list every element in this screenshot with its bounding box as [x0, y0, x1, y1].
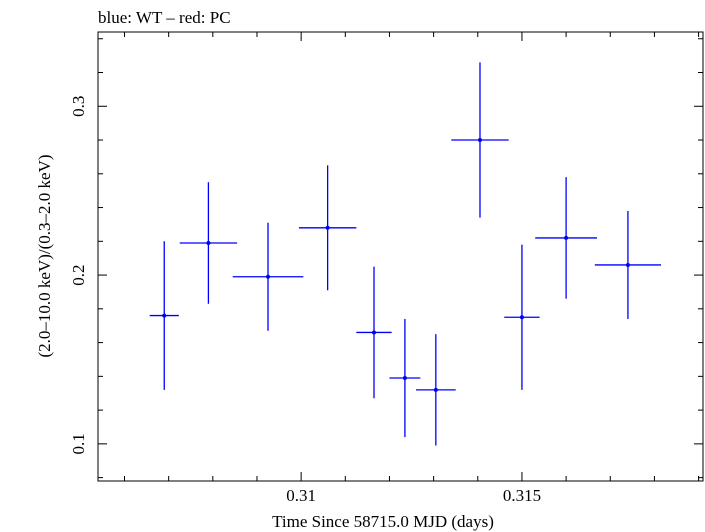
y-axis-label: (2.0–10.0 keV)/(0.3–2.0 keV): [35, 154, 54, 357]
data-point: [389, 319, 420, 437]
y-tick-label: 0.2: [69, 264, 88, 285]
point-marker: [266, 275, 270, 279]
data-points: [150, 62, 661, 445]
point-marker: [478, 138, 482, 142]
point-marker: [326, 226, 330, 230]
data-point: [180, 182, 237, 304]
plot-frame: [98, 32, 703, 481]
point-marker: [162, 314, 166, 318]
point-marker: [626, 263, 630, 267]
point-marker: [520, 315, 524, 319]
data-point: [299, 165, 356, 290]
data-point: [535, 177, 597, 299]
chart-title: blue: WT – red: PC: [98, 8, 231, 27]
y-tick-label: 0.1: [69, 433, 88, 454]
data-point: [504, 245, 539, 390]
axis-ticks: [98, 32, 703, 481]
point-marker: [434, 388, 438, 392]
data-point: [233, 223, 304, 331]
data-point: [595, 211, 661, 319]
point-marker: [564, 236, 568, 240]
data-point: [451, 62, 508, 217]
data-point: [416, 334, 456, 445]
data-point: [356, 267, 391, 399]
point-marker: [403, 376, 407, 380]
x-axis-label: Time Since 58715.0 MJD (days): [272, 512, 494, 531]
x-tick-label: 0.315: [503, 486, 541, 505]
x-tick-label: 0.31: [286, 486, 316, 505]
point-marker: [372, 330, 376, 334]
y-tick-label: 0.3: [69, 96, 88, 117]
point-marker: [206, 241, 210, 245]
axis-tick-labels: 0.31 0.315 0.1 0.2 0.3: [69, 96, 541, 505]
data-point: [150, 241, 179, 390]
